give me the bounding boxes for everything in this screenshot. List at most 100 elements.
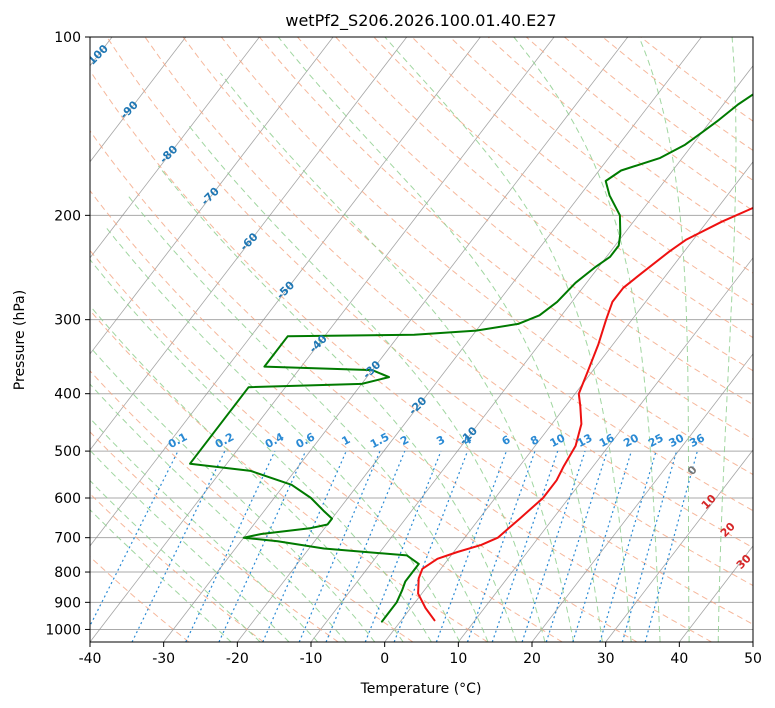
mixing-ratio-label: 25 (646, 431, 666, 450)
mixing-ratio-label: 6 (500, 433, 513, 448)
dry-adiabat-line (335, 37, 753, 372)
dry-adiabat-line (90, 130, 712, 642)
y-tick-label: 1000 (45, 622, 81, 638)
x-tick-label: 50 (744, 651, 762, 667)
mixing-ratio-label: 0.4 (263, 430, 287, 451)
x-tick-label: 40 (670, 651, 688, 667)
moist-adiabat-label: 0 (685, 463, 700, 478)
mixing-ratio-label: 0.2 (213, 430, 236, 451)
mixing-ratio-line (545, 450, 608, 642)
dry-adiabat-line (106, 37, 753, 587)
isotherm-label: -60 (237, 230, 260, 253)
mixing-ratio-line (90, 450, 179, 628)
mixing-ratio-line (521, 450, 586, 642)
mixing-ratio-line (364, 450, 442, 642)
isotherm-line (679, 545, 753, 642)
moist-adiabat-line (90, 258, 432, 642)
dry-adiabat-line (90, 556, 190, 642)
mixing-ratio-line (621, 450, 678, 642)
mixing-ratio-label: 10 (548, 431, 568, 450)
y-tick-label: 200 (54, 208, 81, 224)
x-tick-label: 0 (380, 651, 389, 667)
moist-adiabat-line (90, 305, 404, 642)
mixing-ratio-label: 2 (398, 433, 411, 448)
dry-adiabat-line (90, 69, 753, 625)
dry-adiabat-line (259, 37, 753, 440)
moist-adiabat-line (90, 449, 290, 642)
dry-adiabat-line (449, 37, 753, 274)
isotherm-line (531, 353, 753, 642)
isotherm-label: -80 (157, 142, 180, 165)
mixing-ratio-label: 30 (667, 431, 687, 450)
y-tick-label: 900 (54, 595, 81, 611)
moist-adiabat-line (90, 383, 347, 642)
x-tick-label: 20 (523, 651, 541, 667)
dry-adiabat-line (297, 37, 753, 406)
moist-adiabat-line (90, 479, 261, 642)
mixing-ratio-line (325, 450, 406, 642)
grid-layer (90, 37, 753, 642)
moist-adiabat-label: 30 (734, 552, 754, 572)
isotherm-line (90, 37, 260, 259)
y-tick-label: 300 (54, 313, 81, 329)
dry-adiabat-line (90, 370, 414, 642)
mixing-ratio-label: 13 (575, 431, 595, 450)
moist-adiabat-line (90, 417, 319, 642)
mixing-ratio-line (218, 450, 307, 642)
x-axis-title: Temperature (°C) (360, 681, 482, 697)
isotherm-line (458, 257, 753, 642)
y-axis-title: Pressure (hPa) (12, 290, 28, 390)
y-tick-label: 400 (54, 387, 81, 403)
mixing-ratio-line (435, 450, 507, 642)
isotherm-label: -90 (118, 98, 141, 121)
isotherm-line (90, 37, 408, 451)
mixing-ratio-line (644, 450, 698, 642)
mixing-ratio-label: 20 (621, 431, 641, 450)
dry-adiabat-line (90, 493, 264, 642)
dry-adiabat-line (90, 249, 563, 642)
mixing-ratio-line (131, 450, 226, 642)
y-tick-label: 100 (54, 30, 81, 46)
temperature-profile-line (417, 206, 753, 622)
mixing-ratio-label: 16 (597, 431, 617, 450)
mixing-ratio-line (466, 450, 536, 642)
y-tick-label: 600 (54, 491, 81, 507)
isotherm-line (90, 37, 187, 163)
moist-adiabat-line (513, 37, 661, 642)
moist-adiabat-line (717, 37, 737, 642)
isotherm-line (90, 37, 555, 642)
mixing-ratio-line (599, 450, 657, 642)
mixing-ratio-label: 3 (434, 433, 447, 448)
mixing-ratio-line (572, 450, 632, 642)
moist-adiabat-line (638, 37, 690, 642)
mixing-ratio-label: 36 (687, 431, 707, 450)
isotherm-line (384, 161, 753, 642)
dewpoint-profile-line (189, 93, 753, 623)
moist-adiabat-line (127, 194, 489, 642)
moist-adiabat-line (186, 123, 546, 642)
mixing-ratio-line (491, 450, 559, 642)
isotherm-line (163, 37, 629, 642)
series-layer (189, 93, 753, 623)
x-tick-label: 10 (449, 651, 467, 667)
dry-adiabat-line (90, 309, 488, 642)
isotherm-line (605, 449, 753, 642)
moist-adiabat-line (90, 346, 376, 642)
moist-adiabat-line (157, 165, 517, 642)
moist-adiabat-label: 40 (753, 580, 773, 600)
chart-title: wetPf2_S206.2026.100.01.40.E27 (285, 11, 556, 31)
y-tick-label: 800 (54, 565, 81, 581)
mixing-ratio-line (393, 450, 469, 642)
moist-adiabat-line (90, 509, 232, 642)
isotherm-line (90, 37, 334, 355)
y-tick-label: 500 (54, 444, 81, 460)
isotherm-line (237, 37, 702, 642)
dry-adiabat-line (525, 37, 753, 212)
isotherm-line (752, 641, 753, 642)
isotherm-label: -70 (199, 184, 222, 207)
x-tick-label: -10 (300, 651, 323, 667)
isotherm-line (90, 37, 481, 547)
mixing-ratio-line (185, 450, 276, 642)
moist-adiabat-line (384, 37, 632, 642)
